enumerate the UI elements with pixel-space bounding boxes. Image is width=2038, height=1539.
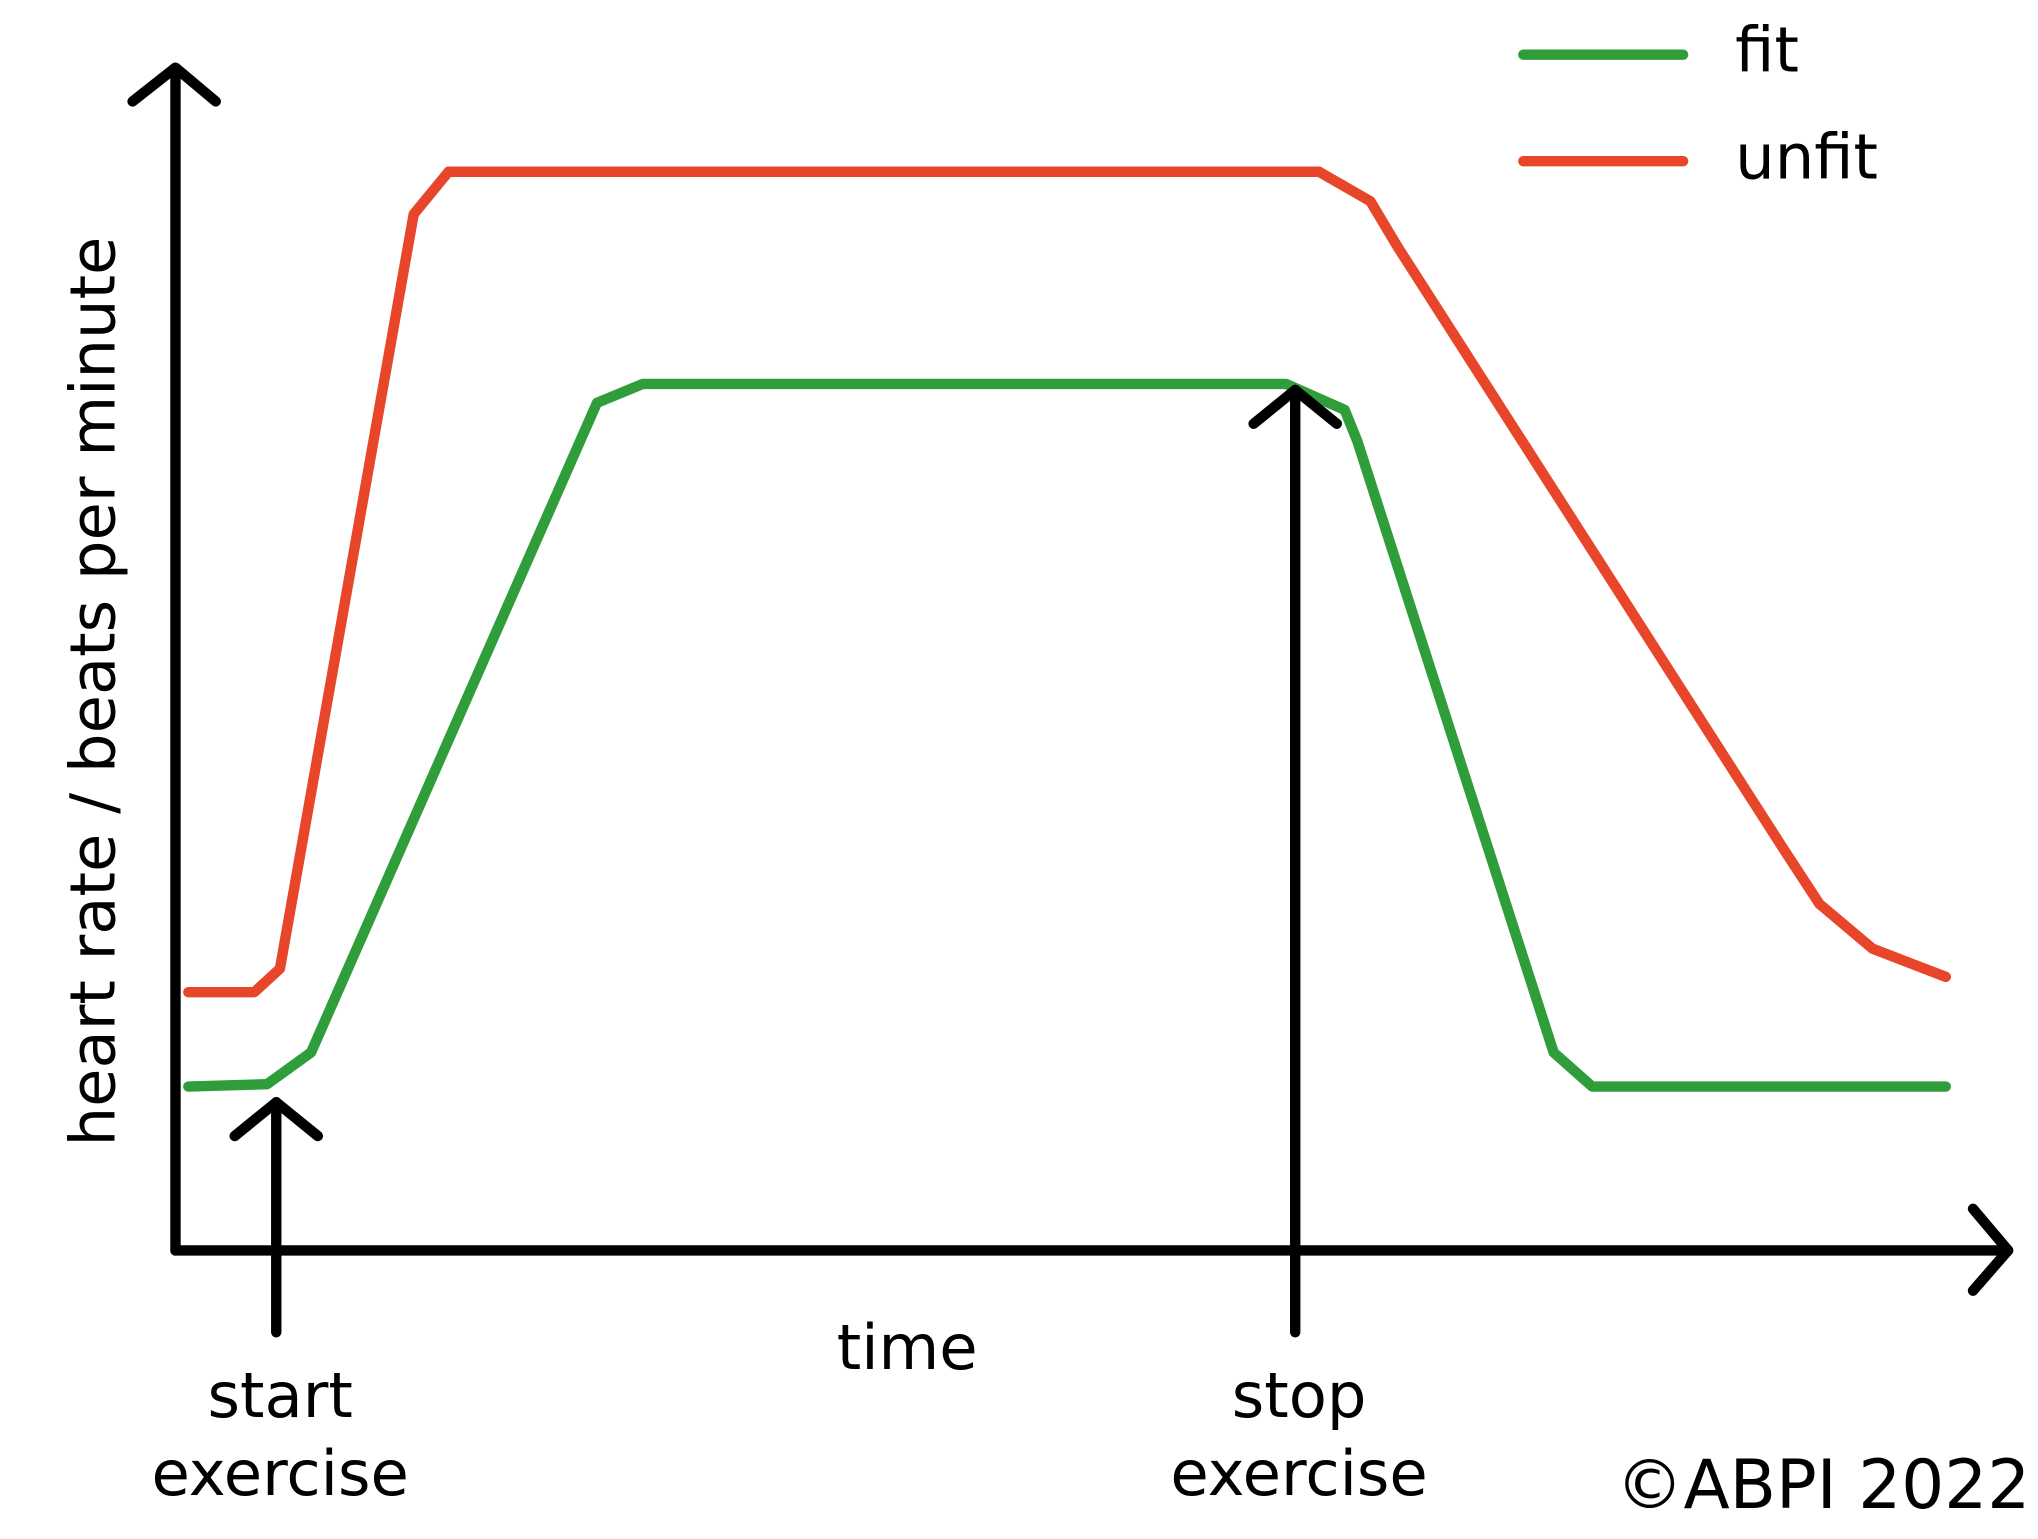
annotation-text: exercise: [1170, 1437, 1427, 1510]
annotation-text: stop: [1232, 1359, 1367, 1432]
legend-label: fit: [1735, 14, 1799, 87]
y-axis-label: heart rate / beats per minute: [57, 237, 130, 1147]
series-line: [183, 166, 1951, 998]
annotation-arrowhead: [1248, 384, 1342, 429]
y-axis-arrow: [127, 62, 221, 107]
annotation-text: exercise: [151, 1437, 408, 1510]
x-axis-label: time: [837, 1311, 978, 1384]
axes: [127, 62, 2014, 1296]
series-line: [183, 378, 1951, 1092]
annotation-text: start: [208, 1359, 353, 1432]
legend-label: unfit: [1735, 120, 1878, 193]
copyright: ©ABPI 2022: [1616, 1445, 2030, 1524]
plot-area: [183, 166, 1951, 1092]
annotation-arrowhead: [229, 1097, 324, 1142]
x-axis-arrow: [1967, 1203, 2014, 1296]
